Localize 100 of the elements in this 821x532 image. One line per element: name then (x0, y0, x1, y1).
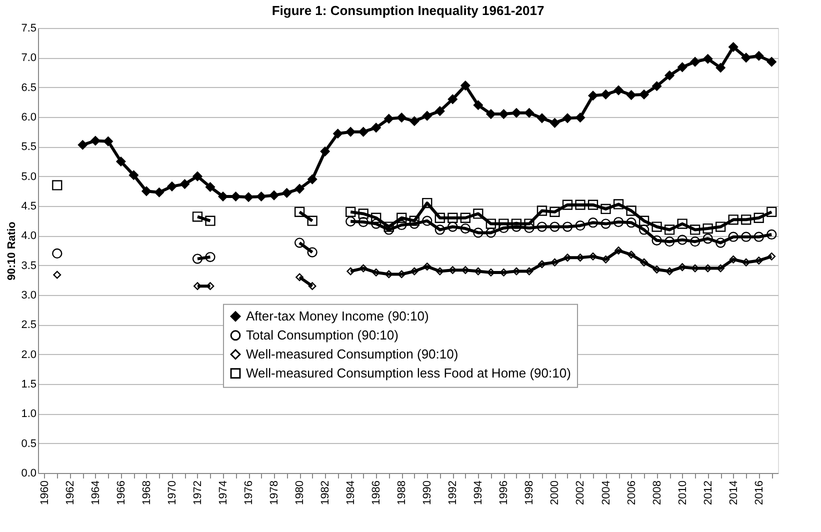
y-tick-label: 3.0 (21, 290, 36, 302)
x-tick-label: 1984 (345, 480, 358, 505)
point (396, 112, 406, 122)
x-tick-label: 1974 (218, 480, 230, 505)
y-tick-label: 6.5 (21, 82, 36, 94)
y-tick-label: 7.5 (21, 22, 36, 34)
point (230, 192, 241, 202)
point (78, 140, 88, 150)
x-tick-label: 1994 (472, 480, 485, 505)
point (384, 270, 393, 278)
x-tick-label: 1980 (294, 480, 306, 505)
point (702, 223, 713, 234)
point (754, 212, 764, 223)
point (652, 235, 662, 246)
point (192, 172, 202, 182)
point (372, 268, 380, 276)
point (473, 100, 483, 110)
point (652, 81, 662, 91)
x-tick-label: 1998 (524, 480, 536, 505)
x-tick-label: 1978 (268, 480, 281, 505)
y-tick-label: 1.5 (21, 378, 36, 390)
point (512, 267, 520, 276)
x-tick-label: 1964 (90, 480, 102, 505)
y-tick-label: 1.0 (21, 408, 36, 420)
y-tick-label: 7.0 (21, 52, 36, 64)
x-tick-label: 1960 (38, 480, 51, 505)
y-axis-title: 90:10 Ratio (6, 221, 18, 280)
point (588, 200, 598, 210)
point (690, 224, 700, 235)
point (256, 192, 266, 202)
point (588, 90, 598, 100)
point (600, 90, 611, 100)
y-tick-label: 5.5 (21, 141, 36, 154)
point (703, 54, 713, 64)
legend-label: Well-measured Consumption less Food at Home (90:10) (246, 365, 571, 380)
point (461, 266, 470, 274)
point (536, 206, 548, 216)
point (409, 216, 420, 226)
point (423, 262, 432, 270)
point (511, 218, 522, 229)
point (205, 216, 216, 226)
point (575, 220, 586, 231)
point (422, 216, 432, 226)
point (308, 174, 318, 184)
x-tick-label: 1990 (422, 480, 434, 505)
point (589, 252, 597, 260)
point (766, 206, 777, 218)
point (600, 204, 611, 214)
y-tick-label: 4.5 (21, 200, 36, 212)
point (741, 52, 751, 62)
point (536, 222, 548, 232)
point (613, 216, 624, 228)
point (564, 254, 572, 262)
point (754, 256, 763, 265)
point (702, 234, 713, 244)
point (294, 206, 305, 218)
point (741, 214, 752, 225)
point (664, 70, 674, 80)
point (550, 206, 560, 218)
x-tick-label: 2000 (549, 480, 562, 505)
point (358, 127, 368, 137)
point (244, 192, 254, 202)
point (486, 268, 495, 276)
point (640, 258, 648, 266)
point (116, 156, 126, 166)
point (384, 114, 394, 124)
point (575, 112, 586, 122)
point (666, 267, 674, 276)
point (728, 42, 738, 52)
point (638, 216, 650, 226)
point (664, 236, 675, 247)
point (167, 182, 177, 192)
legend-label: Well-measured Consumption (90:10) (246, 346, 458, 362)
point (448, 222, 458, 232)
point (358, 216, 368, 228)
point (434, 212, 445, 223)
point (448, 266, 457, 274)
x-tick-label: 2014 (728, 480, 740, 505)
point (741, 232, 752, 242)
point (346, 267, 355, 276)
point (613, 199, 624, 210)
point (576, 254, 584, 262)
point (538, 260, 546, 268)
point (333, 128, 343, 138)
point (473, 228, 484, 238)
x-tick-label: 2006 (626, 480, 638, 505)
point (626, 90, 636, 100)
point (307, 216, 318, 226)
point (614, 86, 624, 96)
point (358, 208, 368, 219)
y-tick-label: 4.0 (21, 230, 36, 242)
point (296, 273, 304, 282)
legend-label: After-tax Money Income (90:10) (246, 308, 429, 324)
point (602, 255, 610, 264)
point (396, 212, 407, 223)
point (690, 57, 700, 67)
point (716, 62, 726, 73)
point (205, 182, 216, 192)
point (716, 222, 726, 232)
x-tick-label: 2010 (676, 480, 689, 505)
